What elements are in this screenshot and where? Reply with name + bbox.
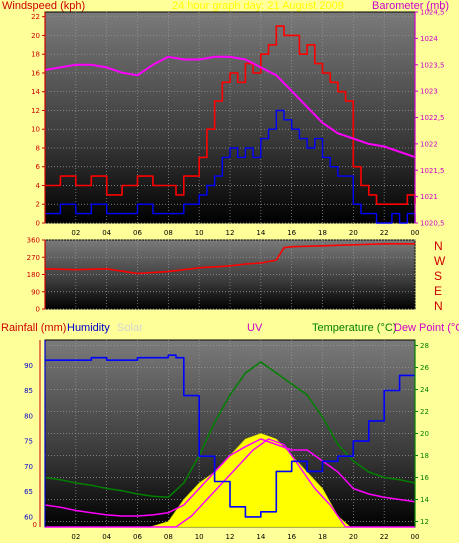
barometer-tick-label: 1022,5 [420,114,445,122]
x-tick-label: 02 [71,229,80,237]
x-tick-label: 14 [256,229,265,237]
x-tick-label: 18 [318,229,327,237]
temperature-tick-label: 12 [420,518,429,526]
wind-tick-label: 14 [31,88,40,96]
humidity-label: Humidity [67,322,110,334]
barometer-tick-label: 1020,5 [420,220,445,228]
humidity-tick-label: 80 [24,412,33,420]
x-tick-label: 18 [318,533,327,541]
x-tick-label: 12 [226,229,235,237]
wind-tick-label: 0 [36,220,40,228]
x-tick-label: 20 [349,229,358,237]
solar-label: Solar [117,322,143,334]
temperature-tick-label: 24 [420,386,429,394]
wind-tick-label: 16 [31,69,40,77]
x-tick-label: 02 [71,533,80,541]
x-tick-label: 22 [380,533,389,541]
temperature-tick-label: 16 [420,474,429,482]
barometer-tick-label: 1024,5 [420,9,445,17]
temperature-tick-label: 20 [420,430,429,438]
wind-tick-label: 12 [31,107,40,115]
wind-axis-label: Windspeed (kph) [2,0,86,12]
x-tick-label: 22 [380,229,389,237]
barometer-tick-label: 1024 [420,35,438,43]
x-tick-label: 06 [133,229,142,237]
uv-label: UV [247,322,263,334]
wind-tick-label: 8 [36,144,40,152]
rainfall-tick-label: 0 [33,521,37,529]
x-tick-label: 04 [102,533,111,541]
temperature-tick-label: 26 [420,364,429,372]
rainfall-label: Rainfall (mm) [1,322,67,334]
humidity-tick-label: 70 [24,463,33,471]
x-tick-label: 00 [411,229,420,237]
compass-s: S [434,269,443,283]
x-tick-label: 08 [164,533,173,541]
barometer-tick-label: 1022 [420,140,438,148]
plot-area-2 [44,239,416,310]
temperature-tick-label: 18 [420,452,429,460]
humidity-tick-label: 60 [24,513,33,521]
x-tick-label: 10 [195,533,204,541]
wind-tick-label: 22 [31,13,40,21]
temperature-tick-label: 28 [420,342,429,350]
x-tick-label: 20 [349,533,358,541]
wind-tick-label: 4 [36,182,41,190]
x-tick-label: 04 [102,229,111,237]
series-direction [44,243,415,275]
x-tick-label: 10 [195,229,204,237]
humidity-tick-label: 65 [24,488,33,496]
compass-n-top: N [434,239,443,253]
series-barometer [44,55,416,159]
chart-title: 24 hour graph day: 21 August 2009 [172,0,344,12]
barometer-axis-label: Barometer (mb) [372,0,450,12]
humidity-tick-label: 90 [24,362,33,370]
series-dew-point [44,438,416,517]
barometer-tick-label: 1021 [420,193,438,201]
series-humidity [45,354,415,518]
x-tick-label: 06 [133,533,142,541]
wind-tick-label: 20 [31,32,40,40]
wind-tick-label: 6 [36,163,41,171]
x-tick-label: 08 [164,229,173,237]
x-tick-label: 12 [226,533,235,541]
dewpoint-label: Dew Point (°C) [394,322,459,334]
wind-tick-label: 18 [31,51,40,59]
humidity-tick-label: 75 [24,438,33,446]
temperature-tick-label: 14 [420,496,429,504]
barometer-tick-label: 1023 [420,88,438,96]
temperature-tick-label: 22 [420,408,429,416]
x-tick-label: 14 [256,533,265,541]
humidity-tick-label: 85 [24,387,33,395]
series-uv [45,438,415,528]
series-temperature [44,361,416,499]
x-tick-label: 16 [287,533,296,541]
compass-n-bottom: N [434,299,443,313]
direction-tick-label: 270 [27,254,40,262]
temperature-label: Temperature (°C) [312,322,397,334]
series-wind-average [45,109,416,224]
barometer-tick-label: 1021,5 [420,167,445,175]
direction-tick-label: 90 [31,288,40,296]
series-gust [45,25,416,205]
x-tick-label: 00 [411,533,420,541]
direction-tick-label: 360 [27,237,40,245]
wind-tick-label: 2 [36,201,40,209]
direction-tick-label: 0 [36,306,40,314]
x-tick-label: 16 [287,229,296,237]
compass-w: W [434,254,446,268]
barometer-tick-label: 1023,5 [420,61,445,69]
direction-tick-label: 180 [27,271,40,279]
wind-tick-label: 10 [31,126,40,134]
compass-e: E [434,284,443,298]
